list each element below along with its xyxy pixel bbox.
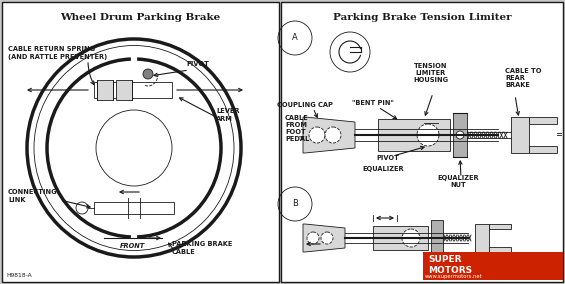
Text: FRONT: FRONT bbox=[119, 243, 145, 249]
Circle shape bbox=[307, 232, 319, 244]
Text: MOTORS: MOTORS bbox=[428, 266, 472, 275]
Text: CABLE RETURN SPRING
(AND RATTLE PREVENTER): CABLE RETURN SPRING (AND RATTLE PREVENTE… bbox=[8, 46, 107, 60]
Bar bbox=[97, 80, 113, 100]
Text: CABLE TO
REAR
BRAKE: CABLE TO REAR BRAKE bbox=[505, 68, 541, 88]
Circle shape bbox=[321, 232, 333, 244]
Text: TENSION
LIMITER
HOUSING: TENSION LIMITER HOUSING bbox=[414, 63, 449, 83]
Bar bbox=[423, 252, 563, 280]
Bar bbox=[529, 146, 557, 153]
Polygon shape bbox=[303, 224, 345, 252]
Bar bbox=[116, 80, 132, 100]
Bar bbox=[511, 117, 529, 153]
Circle shape bbox=[143, 69, 153, 79]
Text: PIVOT: PIVOT bbox=[186, 61, 209, 67]
Text: SUPER: SUPER bbox=[428, 255, 462, 264]
Bar bbox=[94, 82, 172, 98]
Bar bbox=[453, 113, 467, 157]
Text: PIVOT: PIVOT bbox=[376, 155, 399, 161]
Text: CONNECTING
LINK: CONNECTING LINK bbox=[8, 189, 58, 203]
Text: H9818-A: H9818-A bbox=[6, 273, 32, 278]
Bar bbox=[281, 2, 563, 282]
Bar bbox=[378, 119, 450, 151]
Polygon shape bbox=[303, 117, 355, 153]
Text: PARKING BRAKE
CABLE: PARKING BRAKE CABLE bbox=[172, 241, 232, 254]
Bar bbox=[489, 247, 511, 252]
Text: EQUALIZER
NUT: EQUALIZER NUT bbox=[437, 175, 479, 188]
Circle shape bbox=[456, 131, 464, 139]
Text: 19-A: 19-A bbox=[547, 271, 561, 276]
Text: CABLE
FROM
FOOT
PEDAL: CABLE FROM FOOT PEDAL bbox=[285, 115, 309, 142]
Bar bbox=[529, 117, 557, 124]
Circle shape bbox=[325, 127, 341, 143]
Text: "BENT PIN": "BENT PIN" bbox=[352, 100, 394, 106]
Bar bbox=[475, 224, 489, 252]
Bar bbox=[431, 220, 443, 256]
Text: A: A bbox=[292, 34, 298, 43]
Circle shape bbox=[309, 127, 325, 143]
Text: Parking Brake Tension Limiter: Parking Brake Tension Limiter bbox=[333, 13, 511, 22]
Circle shape bbox=[417, 124, 439, 146]
Circle shape bbox=[402, 229, 420, 247]
Text: COUPLING CAP: COUPLING CAP bbox=[277, 102, 333, 108]
Text: B: B bbox=[292, 199, 298, 208]
Text: Wheel Drum Parking Brake: Wheel Drum Parking Brake bbox=[60, 13, 220, 22]
Text: EQUALIZER: EQUALIZER bbox=[362, 166, 404, 172]
Circle shape bbox=[76, 202, 88, 214]
Bar bbox=[489, 224, 511, 229]
Bar bbox=[2, 2, 279, 282]
Text: www.supermotors.net: www.supermotors.net bbox=[425, 274, 483, 279]
Bar bbox=[373, 226, 428, 250]
Bar bbox=[94, 202, 174, 214]
Text: LEVER
ARM: LEVER ARM bbox=[216, 108, 240, 122]
Circle shape bbox=[330, 32, 370, 72]
